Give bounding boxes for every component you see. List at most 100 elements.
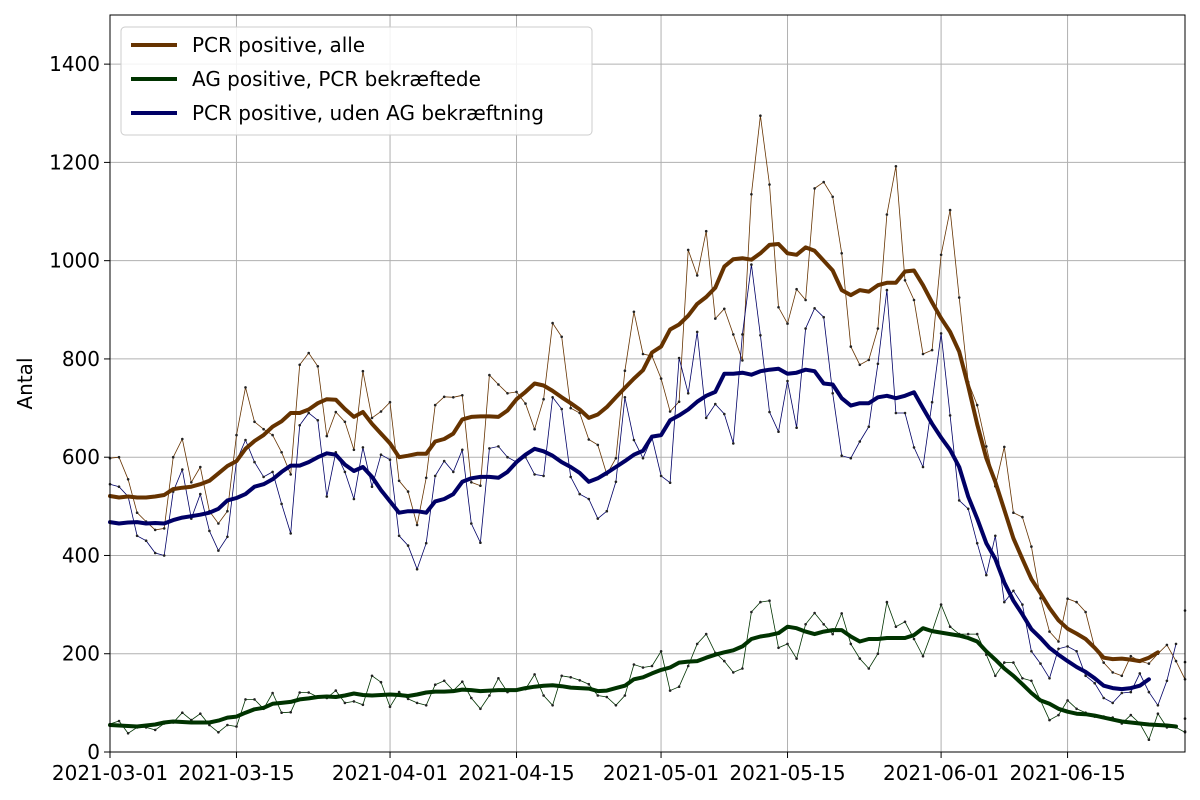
daily-point xyxy=(1093,681,1096,685)
daily-point xyxy=(452,470,455,474)
daily-point xyxy=(1129,654,1133,658)
daily-point xyxy=(325,495,329,498)
daily-point xyxy=(804,623,807,626)
daily-point xyxy=(226,509,229,513)
daily-point xyxy=(659,474,663,478)
daily-point xyxy=(235,433,238,437)
daily-point xyxy=(415,701,419,705)
daily-point xyxy=(750,193,753,196)
daily-point xyxy=(551,704,554,707)
daily-point xyxy=(903,411,907,415)
daily-point xyxy=(677,356,681,360)
daily-point xyxy=(867,358,871,362)
daily-point xyxy=(280,711,283,714)
daily-point xyxy=(479,707,482,711)
daily-point xyxy=(704,632,708,636)
daily-point xyxy=(569,676,572,679)
daily-point xyxy=(912,637,916,641)
daily-point xyxy=(560,407,563,411)
daily-point xyxy=(632,310,636,314)
average-line-2 xyxy=(108,366,1151,692)
daily-point xyxy=(714,317,717,320)
daily-point xyxy=(461,680,464,683)
daily-point xyxy=(1165,643,1169,647)
daily-point xyxy=(470,522,473,525)
daily-point xyxy=(488,373,491,377)
daily-point xyxy=(912,298,916,302)
daily-point xyxy=(894,625,898,628)
daily-point xyxy=(271,470,274,474)
x-axis: 2021-03-01 2021-03-15 2021-04-01 2021-04-15… xyxy=(52,752,1126,785)
daily-point xyxy=(298,363,302,367)
daily-point xyxy=(975,541,979,545)
daily-point xyxy=(433,403,437,407)
daily-point xyxy=(831,632,834,636)
daily-point xyxy=(361,703,365,707)
daily-point xyxy=(966,507,970,511)
daily-point xyxy=(849,642,853,646)
daily-point xyxy=(388,458,392,462)
legend-box xyxy=(120,26,593,136)
x-tick-label: 2021-06-01 xyxy=(883,761,999,785)
daily-point xyxy=(840,252,843,255)
daily-point xyxy=(379,453,383,457)
daily-point xyxy=(117,455,121,459)
daily-point xyxy=(470,696,473,700)
daily-point xyxy=(777,430,780,434)
daily-point xyxy=(1057,713,1060,717)
daily-point xyxy=(804,327,807,330)
daily-point xyxy=(488,694,491,697)
daily-point xyxy=(723,659,726,663)
daily-point xyxy=(1156,704,1160,707)
daily-point xyxy=(578,679,581,682)
y-axis: 0 200 400 600 800 1000 1200 1400 xyxy=(49,52,110,764)
daily-point xyxy=(1129,690,1133,694)
daily-point xyxy=(921,352,925,356)
daily-point xyxy=(587,682,591,686)
daily-point xyxy=(334,410,338,414)
daily-point xyxy=(732,671,735,674)
daily-point xyxy=(162,527,166,530)
daily-line-0 xyxy=(109,115,1186,680)
daily-point xyxy=(442,679,446,683)
daily-point xyxy=(614,456,618,460)
daily-point xyxy=(1012,661,1015,664)
daily-point xyxy=(1138,672,1142,675)
daily-point xyxy=(876,652,880,655)
daily-point xyxy=(506,392,509,395)
daily-point xyxy=(533,473,536,476)
daily-point xyxy=(388,705,392,709)
daily-point xyxy=(1048,677,1051,680)
x-tick-label: 2021-05-15 xyxy=(729,761,845,785)
daily-point xyxy=(199,492,202,496)
legend-label: PCR positive, alle xyxy=(192,33,365,57)
daily-point xyxy=(921,654,925,658)
daily-point xyxy=(226,723,229,727)
daily-point xyxy=(1120,674,1124,678)
daily-point xyxy=(361,446,365,449)
daily-point xyxy=(975,403,979,407)
x-tick-label: 2021-04-01 xyxy=(332,761,448,785)
daily-point xyxy=(849,456,853,460)
daily-point xyxy=(623,694,627,697)
daily-point xyxy=(298,691,302,694)
daily-point xyxy=(280,502,283,506)
daily-point xyxy=(280,451,283,454)
daily-point xyxy=(569,475,572,479)
daily-point xyxy=(723,307,726,311)
daily-point xyxy=(822,623,825,626)
daily-point xyxy=(1021,677,1024,680)
y-tick-label: 600 xyxy=(62,445,100,469)
daily-point xyxy=(307,411,311,415)
daily-point xyxy=(1165,679,1169,683)
daily-point xyxy=(903,620,907,624)
daily-point xyxy=(994,534,997,538)
average-series xyxy=(108,242,1178,729)
daily-point xyxy=(515,390,518,394)
daily-point xyxy=(1147,738,1151,741)
daily-point xyxy=(144,539,148,542)
daily-point xyxy=(985,573,988,577)
daily-point xyxy=(307,691,311,694)
daily-point xyxy=(975,632,979,636)
daily-point xyxy=(840,612,843,615)
